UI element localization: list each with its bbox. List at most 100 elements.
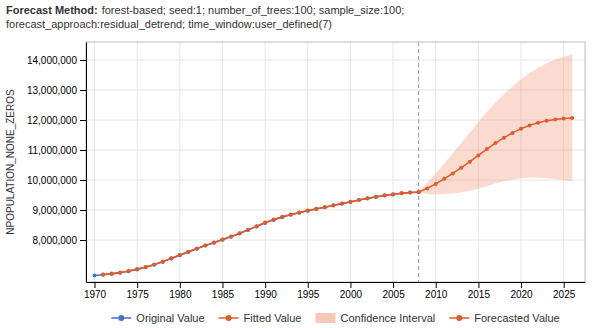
subtitle: forest-based; seed:1; number_of_trees:10… bbox=[6, 4, 404, 30]
y-tick-label: 10,000,000 bbox=[27, 175, 77, 186]
series-point bbox=[186, 250, 190, 254]
series-point bbox=[144, 265, 148, 269]
y-tick-label: 11,000,000 bbox=[28, 145, 78, 156]
series-point bbox=[510, 131, 514, 135]
x-tick-label: 1990 bbox=[255, 289, 278, 300]
legend-label: Original Value bbox=[136, 312, 204, 324]
series-point bbox=[348, 200, 352, 204]
x-tick-mark bbox=[137, 282, 138, 288]
x-tick-mark bbox=[95, 282, 96, 288]
series-point bbox=[178, 253, 182, 257]
grid-line-x bbox=[435, 42, 436, 282]
series-point bbox=[323, 205, 327, 209]
series-point bbox=[289, 213, 293, 217]
series-point bbox=[408, 191, 412, 195]
series-point bbox=[246, 228, 250, 232]
series-point bbox=[340, 202, 344, 206]
series-point bbox=[562, 117, 566, 121]
series-point bbox=[536, 121, 540, 125]
x-tick: 2010 bbox=[425, 282, 448, 300]
series-point bbox=[348, 200, 352, 204]
series-point bbox=[528, 123, 532, 127]
x-tick: 2020 bbox=[510, 282, 533, 300]
x-tick-label: 2005 bbox=[382, 289, 405, 300]
x-tick: 2000 bbox=[340, 282, 363, 300]
x-tick: 2005 bbox=[382, 282, 405, 300]
x-tick: 1975 bbox=[127, 282, 150, 300]
series-point bbox=[451, 171, 455, 175]
series-point bbox=[519, 127, 523, 131]
series-point bbox=[391, 192, 395, 196]
confidence-band bbox=[419, 54, 573, 194]
x-tick-mark bbox=[265, 282, 266, 288]
legend-swatch bbox=[315, 313, 335, 323]
series-point bbox=[272, 217, 276, 221]
series-point bbox=[323, 205, 327, 209]
series-point bbox=[289, 213, 293, 217]
series-point bbox=[357, 198, 361, 202]
series-point bbox=[297, 211, 301, 215]
legend-item: Confidence Interval bbox=[315, 312, 435, 324]
legend-item: Fitted Value bbox=[219, 312, 302, 324]
legend-marker bbox=[456, 315, 462, 321]
series-point bbox=[459, 166, 463, 170]
series-point bbox=[212, 241, 216, 245]
x-tick: 1985 bbox=[212, 282, 235, 300]
grid-line-x bbox=[137, 42, 138, 282]
series-point bbox=[553, 117, 557, 121]
series-line bbox=[103, 192, 419, 275]
legend-marker bbox=[226, 315, 232, 321]
grid-line-y bbox=[86, 210, 585, 211]
series-point bbox=[178, 253, 182, 257]
series-point bbox=[255, 224, 259, 228]
series-point bbox=[101, 273, 105, 277]
y-tick: 11,000,000 bbox=[28, 145, 86, 156]
series-point bbox=[314, 207, 318, 211]
series-point bbox=[203, 244, 207, 248]
series-point bbox=[186, 250, 190, 254]
grid-line-x bbox=[393, 42, 394, 282]
chart-container: Forecast Method:forest-based; seed:1; nu… bbox=[0, 0, 599, 328]
series-point bbox=[118, 270, 122, 274]
series-point bbox=[365, 196, 369, 200]
legend-label: Fitted Value bbox=[244, 312, 302, 324]
x-tick-mark bbox=[564, 282, 565, 288]
plot-frame bbox=[86, 42, 585, 282]
series-point bbox=[365, 196, 369, 200]
series-point bbox=[263, 220, 267, 224]
subtitle-line: forecast_approach:residual_detrend; time… bbox=[6, 18, 332, 30]
title: Forecast Method: bbox=[6, 4, 98, 16]
x-tick-label: 1980 bbox=[169, 289, 192, 300]
y-tick-label: 13,000,000 bbox=[27, 85, 77, 96]
grid-line-y bbox=[86, 240, 585, 241]
x-tick-label: 1970 bbox=[84, 289, 107, 300]
x-tick: 1990 bbox=[255, 282, 278, 300]
series-point bbox=[570, 116, 574, 120]
series-point bbox=[417, 190, 421, 194]
series-point bbox=[220, 238, 224, 242]
legend-label: Confidence Interval bbox=[340, 312, 435, 324]
series-point bbox=[93, 273, 97, 277]
y-tick: 14,000,000 bbox=[27, 55, 86, 66]
series-point bbox=[212, 241, 216, 245]
x-tick-label: 2000 bbox=[340, 289, 363, 300]
y-tick: 8,000,000 bbox=[33, 235, 87, 246]
grid-line-x bbox=[94, 42, 95, 282]
x-axis-line bbox=[87, 282, 586, 283]
marks bbox=[93, 42, 575, 282]
x-axis: 1970197519801985199019952000200520102015… bbox=[84, 282, 586, 300]
x-tick-mark bbox=[222, 282, 223, 288]
y-tick-label: 8,000,000 bbox=[33, 235, 78, 246]
series-point bbox=[280, 215, 284, 219]
series-point bbox=[161, 260, 165, 264]
series-point bbox=[306, 209, 310, 213]
series-point bbox=[391, 192, 395, 196]
series-point bbox=[425, 186, 429, 190]
x-tick-label: 2025 bbox=[553, 289, 576, 300]
x-tick: 2015 bbox=[468, 282, 491, 300]
series-point bbox=[203, 243, 207, 247]
y-tick-mark bbox=[80, 90, 86, 91]
x-tick-label: 2020 bbox=[510, 289, 533, 300]
x-tick-label: 2010 bbox=[425, 289, 448, 300]
legend: Original Value Fitted Value Confidence Int… bbox=[111, 312, 559, 324]
